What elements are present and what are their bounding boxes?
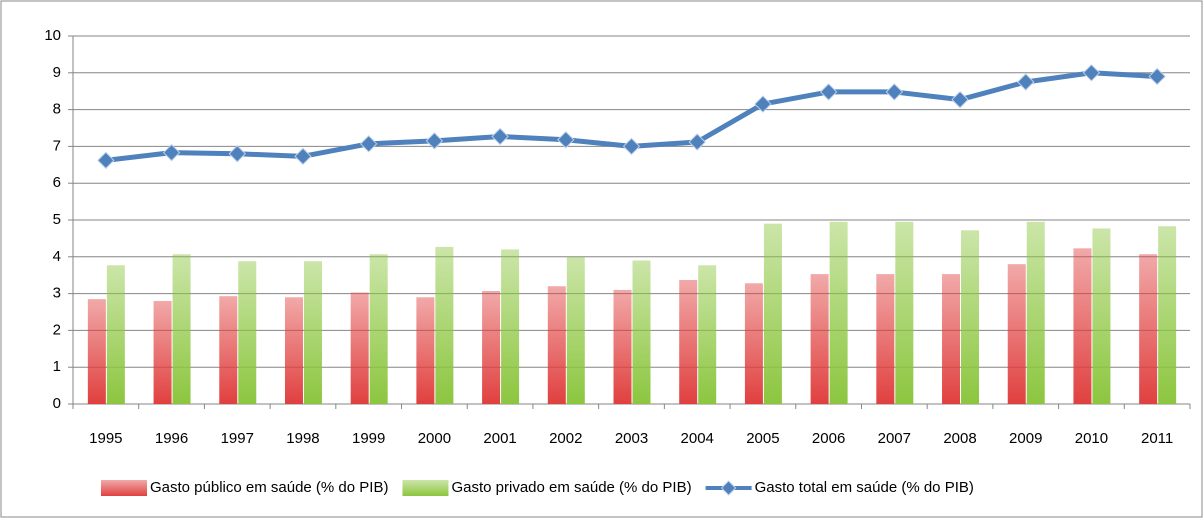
legend-label: Gasto privado em saúde (% do PIB): [451, 479, 691, 496]
bar: [744, 283, 763, 404]
bar: [238, 261, 257, 404]
bar: [632, 260, 651, 404]
legend-marker: [720, 480, 737, 496]
x-tick-label: 1996: [155, 430, 188, 447]
bar: [876, 274, 895, 404]
marker: [425, 132, 444, 150]
bar: [284, 297, 303, 404]
marker: [228, 145, 246, 163]
x-tick-label: 2007: [878, 430, 911, 447]
x-tick-label: 2005: [746, 430, 779, 447]
marker: [1148, 67, 1166, 86]
bar: [810, 274, 829, 404]
bar: [172, 254, 191, 404]
y-tick-label: 2: [53, 321, 61, 338]
marker: [294, 147, 312, 166]
legend-label: Gasto total em saúde (% do PIB): [755, 479, 974, 496]
marker: [1082, 64, 1101, 82]
bar: [369, 254, 388, 404]
x-tick-label: 1999: [352, 430, 385, 447]
marker: [491, 127, 509, 146]
y-tick-label: 6: [53, 174, 61, 191]
legend-label: Gasto público em saúde (% do PIB): [150, 479, 388, 496]
x-tick-label: 2006: [812, 430, 845, 447]
y-tick-label: 5: [53, 211, 61, 228]
x-tick-label: 1997: [221, 430, 254, 447]
bar: [303, 261, 322, 404]
y-tick-label: 7: [53, 137, 61, 154]
bar: [482, 291, 501, 404]
x-tick-label: 2004: [681, 430, 714, 447]
marker: [162, 143, 181, 162]
x-tick-label: 1995: [89, 430, 122, 447]
bar: [961, 230, 980, 404]
marker: [622, 137, 641, 156]
y-tick-label: 10: [44, 27, 61, 44]
marker: [819, 83, 838, 101]
x-tick-label: 1998: [286, 430, 319, 447]
marker: [1017, 73, 1035, 91]
x-tick-label: 2003: [615, 430, 648, 447]
x-tick-label: 2002: [549, 430, 582, 447]
bar: [613, 289, 632, 404]
legend-swatch: [402, 480, 449, 496]
marker: [359, 135, 378, 153]
bar: [501, 249, 520, 404]
x-tick-label: 2008: [943, 430, 976, 447]
bar: [895, 221, 914, 404]
bar: [763, 223, 782, 404]
x-tick-label: 2011: [1141, 430, 1173, 447]
bar: [679, 279, 698, 404]
bar: [435, 246, 454, 404]
bar: [1073, 248, 1092, 404]
marker: [885, 83, 904, 101]
bar: [698, 265, 717, 404]
y-tick-label: 0: [53, 395, 61, 412]
bar: [829, 221, 848, 404]
bar: [1092, 228, 1111, 404]
y-tick-label: 9: [53, 64, 61, 81]
bar: [566, 256, 585, 404]
bar: [153, 300, 172, 404]
bar: [219, 296, 238, 404]
marker: [754, 95, 772, 113]
bar: [416, 297, 435, 404]
bar: [942, 274, 961, 404]
marker: [951, 90, 969, 109]
marker: [557, 131, 575, 149]
bar: [87, 299, 106, 404]
bar: [1139, 254, 1158, 404]
bar: [1007, 264, 1026, 404]
bar: [106, 265, 125, 404]
y-tick-label: 8: [53, 101, 61, 118]
y-tick-label: 3: [53, 285, 61, 302]
x-tick-label: 2009: [1009, 430, 1042, 447]
bar: [547, 286, 566, 404]
y-tick-label: 4: [53, 248, 61, 265]
x-tick-label: 2000: [418, 430, 451, 447]
bar: [1158, 226, 1177, 404]
bar: [350, 292, 369, 404]
bar: [1026, 221, 1045, 404]
y-tick-label: 1: [53, 358, 61, 375]
marker: [688, 133, 706, 151]
x-tick-label: 2010: [1075, 430, 1108, 447]
legend-swatch: [101, 480, 147, 496]
x-tick-label: 2001: [483, 430, 516, 447]
marker: [97, 151, 115, 170]
